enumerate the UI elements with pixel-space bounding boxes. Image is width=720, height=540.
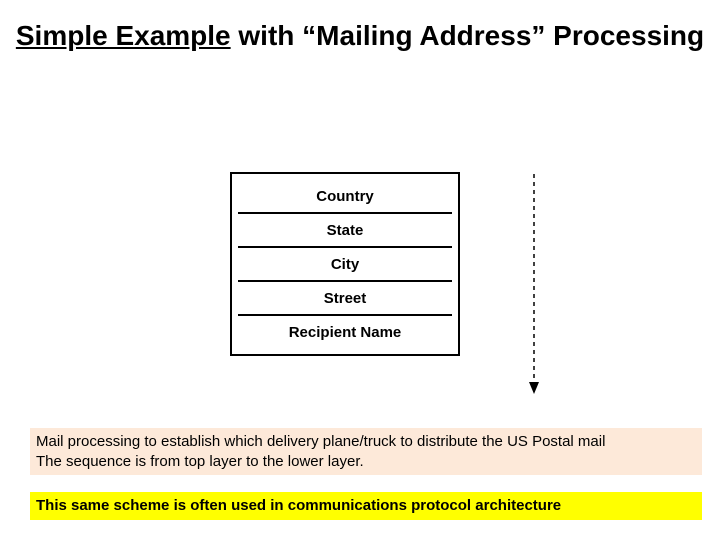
caption2-text: This same scheme is often used in commun… (36, 497, 561, 514)
layer-stack-box: Country State City Street Recipient Name (230, 172, 460, 356)
layer-recipient: Recipient Name (238, 314, 452, 348)
caption-mail-processing: Mail processing to establish which deliv… (30, 428, 702, 475)
layer-country: Country (238, 180, 452, 212)
title-underlined: Simple Example (16, 20, 231, 51)
caption1-line1: Mail processing to establish which deliv… (36, 433, 605, 450)
down-arrow-icon (524, 172, 544, 396)
layer-street: Street (238, 280, 452, 314)
page-title: Simple Example with “Mailing Address” Pr… (0, 0, 720, 53)
caption1-line2: The sequence is from top layer to the lo… (36, 453, 364, 470)
layer-state: State (238, 212, 452, 246)
title-rest: with “Mailing Address” Processing (231, 20, 705, 51)
caption-protocol-scheme: This same scheme is often used in commun… (30, 492, 702, 520)
layer-stack: Country State City Street Recipient Name (230, 172, 460, 356)
layer-city: City (238, 246, 452, 280)
